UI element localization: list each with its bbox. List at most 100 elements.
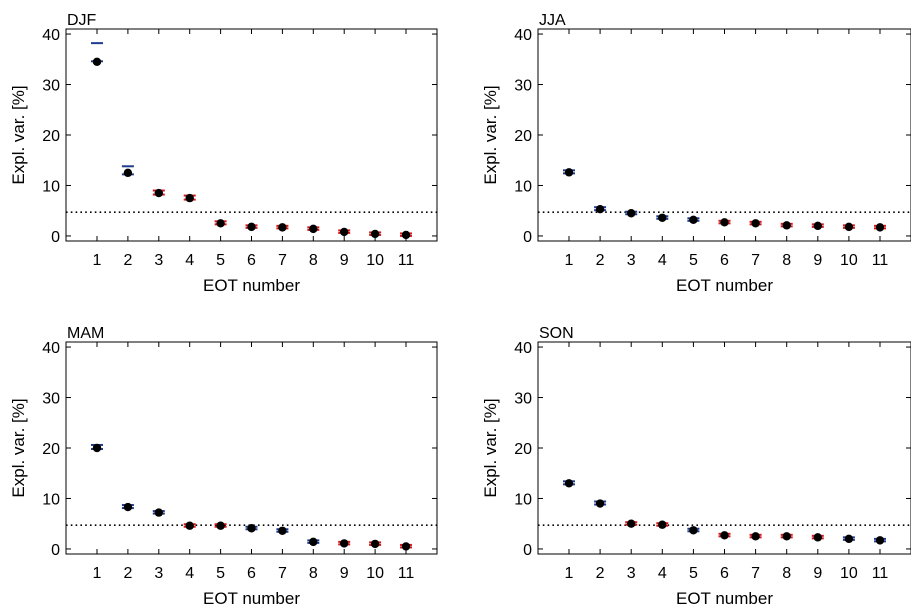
- x-tick-label: 8: [782, 252, 791, 269]
- x-tick-label: 11: [872, 252, 889, 269]
- data-point: [216, 522, 224, 530]
- data-point: [216, 219, 224, 227]
- data-point: [720, 218, 728, 226]
- data-point: [845, 535, 853, 543]
- data-point: [689, 216, 697, 224]
- data-point: [565, 168, 573, 176]
- data-point: [93, 58, 101, 66]
- x-tick-label: 4: [185, 252, 194, 269]
- data-point: [247, 223, 255, 231]
- y-tick-label: 0: [51, 229, 60, 246]
- y-tick-label: 30: [514, 391, 532, 408]
- x-axis-label: EOT number: [676, 276, 773, 295]
- x-tick-label: 2: [123, 252, 132, 269]
- x-tick-label: 10: [840, 252, 858, 269]
- plot-frame: [66, 342, 437, 554]
- data-point: [247, 524, 255, 532]
- x-tick-label: 7: [751, 565, 760, 582]
- data-point: [565, 479, 573, 487]
- y-tick-label: 20: [514, 441, 532, 458]
- y-tick-label: 0: [523, 542, 532, 559]
- y-tick-label: 10: [42, 178, 60, 195]
- data-point: [155, 508, 163, 516]
- data-point: [155, 189, 163, 197]
- x-axis-label: EOT number: [203, 276, 300, 295]
- x-tick-label: 3: [154, 252, 163, 269]
- y-tick-label: 40: [514, 340, 532, 357]
- data-point: [371, 230, 379, 238]
- x-axis-label: EOT number: [676, 589, 773, 608]
- x-tick-label: 2: [596, 252, 605, 269]
- x-tick-label: 1: [565, 252, 574, 269]
- x-tick-label: 4: [658, 252, 667, 269]
- data-point: [814, 533, 822, 541]
- data-point: [186, 522, 194, 530]
- x-tick-label: 1: [93, 565, 102, 582]
- x-tick-label: 9: [813, 252, 822, 269]
- x-tick-label: 8: [309, 565, 318, 582]
- data-point: [340, 539, 348, 547]
- y-axis-label: Expl. var. [%]: [481, 85, 500, 184]
- data-point: [278, 223, 286, 231]
- x-tick-label: 5: [216, 252, 225, 269]
- x-tick-label: 6: [247, 252, 256, 269]
- panel-title: JJA: [539, 12, 566, 29]
- x-tick-label: 11: [398, 252, 415, 269]
- data-point: [340, 228, 348, 236]
- x-tick-label: 11: [398, 565, 415, 582]
- x-axis-label: EOT number: [203, 589, 300, 608]
- data-point: [186, 194, 194, 202]
- plot-frame: [66, 29, 437, 241]
- x-tick-label: 8: [309, 252, 318, 269]
- data-point: [93, 444, 101, 452]
- data-point: [124, 169, 132, 177]
- y-tick-label: 40: [514, 27, 532, 44]
- x-tick-label: 5: [216, 565, 225, 582]
- x-tick-label: 3: [627, 252, 636, 269]
- y-tick-label: 30: [514, 78, 532, 95]
- y-tick-label: 30: [42, 78, 60, 95]
- data-point: [689, 526, 697, 534]
- panel-title: SON: [539, 325, 574, 342]
- x-tick-label: 10: [366, 252, 384, 269]
- x-tick-label: 6: [720, 252, 729, 269]
- x-tick-label: 3: [154, 565, 163, 582]
- data-point: [783, 532, 791, 540]
- data-point: [596, 499, 604, 507]
- data-point: [402, 231, 410, 239]
- data-point: [814, 222, 822, 230]
- y-tick-label: 0: [51, 542, 60, 559]
- data-point: [627, 209, 635, 217]
- y-tick-label: 30: [42, 391, 60, 408]
- y-axis-label: Expl. var. [%]: [481, 398, 500, 497]
- y-tick-label: 20: [42, 128, 60, 145]
- plot-frame: [538, 342, 911, 554]
- y-tick-label: 20: [514, 128, 532, 145]
- data-point: [876, 223, 884, 231]
- data-point: [658, 214, 666, 222]
- data-point: [596, 205, 604, 213]
- x-tick-label: 10: [366, 565, 384, 582]
- x-tick-label: 3: [627, 565, 636, 582]
- y-tick-label: 0: [523, 229, 532, 246]
- x-tick-label: 11: [872, 565, 889, 582]
- x-tick-label: 2: [123, 565, 132, 582]
- y-tick-label: 10: [42, 491, 60, 508]
- data-point: [876, 536, 884, 544]
- data-point: [124, 503, 132, 511]
- data-point: [627, 520, 635, 528]
- y-axis-label: Expl. var. [%]: [9, 398, 28, 497]
- data-point: [751, 219, 759, 227]
- y-tick-label: 20: [42, 441, 60, 458]
- data-point: [309, 538, 317, 546]
- x-tick-label: 6: [720, 565, 729, 582]
- data-point: [783, 221, 791, 229]
- x-tick-label: 7: [278, 565, 287, 582]
- x-tick-label: 5: [689, 565, 698, 582]
- data-point: [751, 532, 759, 540]
- panel-title: MAM: [67, 325, 104, 342]
- x-tick-label: 1: [565, 565, 574, 582]
- x-tick-label: 7: [751, 252, 760, 269]
- x-tick-label: 7: [278, 252, 287, 269]
